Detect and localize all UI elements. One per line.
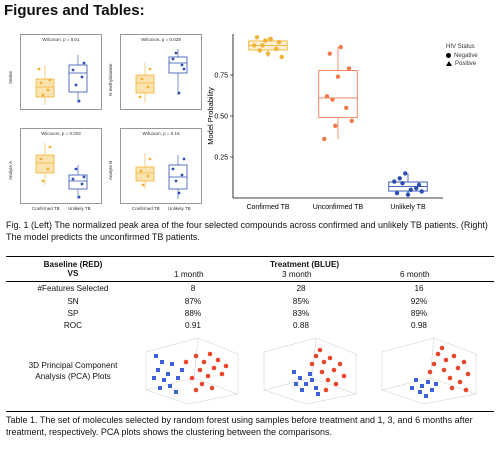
col-header-1-month: 1 month <box>174 270 204 279</box>
treatment-header: Treatment (BLUE) <box>270 260 340 269</box>
mini-chart-ylabel: Analyte B <box>108 160 113 180</box>
data-point <box>346 66 352 71</box>
mini-xlabel-unlikely: Unlikely TB <box>68 206 91 211</box>
mini-chart-ylabel: Analyte A <box>8 160 13 180</box>
legend-item-positive: Positive <box>446 61 478 67</box>
data-point <box>330 97 335 102</box>
mini-chart-title: Wilcoxon, p = 0.029 <box>141 37 181 42</box>
table-caption: Table 1. The set of molecules selected b… <box>6 415 473 437</box>
data-point <box>257 48 262 53</box>
data-point <box>405 192 411 197</box>
data-point <box>414 185 419 191</box>
mini-chart-title: Wilcoxon, p = 0.16 <box>142 131 180 136</box>
y-tick-label: 0.75 <box>214 73 228 80</box>
mini-chart-plot <box>135 49 188 103</box>
y-tick-label: 0.50 <box>214 114 228 121</box>
table-bottom-rule <box>6 411 494 412</box>
mini-chart-3: Wilcoxon, p = 0.002 <box>20 128 102 204</box>
mini-chart-ylabel: N-methylalanine <box>108 63 113 96</box>
data-point <box>324 94 330 99</box>
data-point <box>392 179 397 184</box>
mini-chart-title: Wilcoxon, p = 0.01 <box>42 37 80 42</box>
baseline-header: Baseline (RED) VS <box>43 260 103 278</box>
x-tick-label: Unconfirmed TB <box>313 204 364 211</box>
circle-icon <box>446 53 451 58</box>
data-point <box>276 40 282 45</box>
pca-plot-6-month <box>381 337 477 405</box>
mini-chart-4: Wilcoxon, p = 0.16 <box>120 128 202 204</box>
mini-xlabel-confirmed: Confirmed TB <box>32 206 60 211</box>
data-point <box>252 43 257 48</box>
box-unlikely <box>68 64 88 93</box>
data-point <box>268 36 273 42</box>
data-point <box>400 181 405 186</box>
figure-caption: Fig. 1 (Left) The normalized peak area o… <box>6 220 488 242</box>
data-point <box>349 118 354 124</box>
x-tick-label: Unlikely TB <box>390 204 426 211</box>
data-point <box>322 136 327 142</box>
data-point <box>327 51 332 56</box>
data-point <box>394 190 400 196</box>
pca-plot-1-month <box>145 337 239 405</box>
data-point <box>335 74 341 79</box>
table-top-rule <box>6 256 494 257</box>
data-point <box>408 187 413 192</box>
mini-chart-plot <box>35 143 88 199</box>
data-point <box>403 171 408 176</box>
mini-xlabel-confirmed: Confirmed TB <box>132 206 160 211</box>
data-point <box>344 105 349 111</box>
pca-plot-3-month <box>263 337 357 405</box>
col-header-3-month: 3 month <box>282 270 312 279</box>
col-header-6-month: 6 month <box>400 270 430 279</box>
mini-chart-plot <box>35 55 88 105</box>
x-tick-label: Confirmed TB <box>246 204 289 211</box>
data-point <box>254 35 260 40</box>
data-point <box>419 189 424 194</box>
mini-chart-plot <box>135 153 188 199</box>
table-header-rule <box>6 281 494 282</box>
data-point <box>279 54 284 60</box>
data-point <box>260 43 265 48</box>
triangle-icon <box>446 61 452 67</box>
data-point <box>397 176 402 181</box>
data-point <box>263 38 268 43</box>
mini-chart-1: Wilcoxon, p = 0.01 <box>20 34 102 110</box>
page-title: Figures and Tables: <box>4 2 145 19</box>
data-point <box>416 182 422 188</box>
mini-xlabel-unlikely: Unlikely TB <box>168 206 191 211</box>
mini-chart-2: Wilcoxon, p = 0.029 <box>120 34 202 110</box>
model-probability-chart: 0.75 0.50 0.25 Model Probability Confirmed T… <box>205 28 500 218</box>
legend-item-negative: Negative <box>446 53 478 59</box>
legend-title: HIV Status <box>446 44 475 50</box>
legend: HIV Status Negative Positive <box>446 44 478 67</box>
box-confirmed <box>35 78 55 98</box>
data-point <box>274 46 279 51</box>
data-point <box>338 44 343 50</box>
y-tick-label: 0.25 <box>214 155 228 162</box>
y-axis-label: Model Probability <box>206 87 215 145</box>
mini-chart-ylabel: Serine <box>8 70 13 84</box>
pca-row-label: 3D Principal Component Analysis (PCA) Pl… <box>28 361 118 381</box>
data-point <box>265 51 271 56</box>
mini-chart-title: Wilcoxon, p = 0.002 <box>41 131 81 136</box>
data-point <box>333 123 338 129</box>
